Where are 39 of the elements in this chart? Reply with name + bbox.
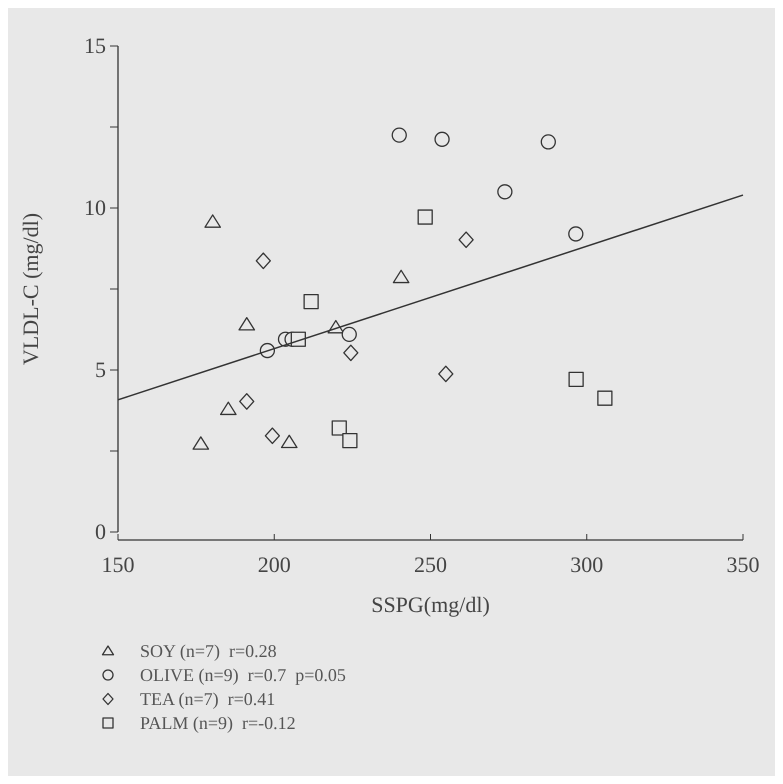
point [342,326,357,342]
point [568,372,584,388]
y-tick-label: 15 [84,33,106,58]
x-axis-title: SSPG(mg/dl) [371,592,490,617]
point [458,231,474,248]
y-tick-label: 5 [95,357,106,382]
point [540,134,556,150]
x-tick-label: 150 [102,552,134,577]
point [256,252,271,270]
x-tick-label: 250 [414,552,447,577]
point [434,132,450,147]
legend-label: SOY (n=7) r=0.28 [140,641,277,661]
point [303,294,319,310]
point [438,366,454,382]
point [342,432,358,448]
y-axis-title: VLDL-C (mg/dl) [18,212,43,366]
point [497,184,513,200]
x-tick-label: 300 [570,552,604,577]
x-tick-label: 350 [726,552,760,577]
point [418,209,433,225]
x-tick-label: 200 [258,552,291,577]
point [597,390,613,406]
point [220,402,237,416]
legend-label: PALM (n=9) r=-0.12 [140,713,296,733]
legend-label: OLIVE (n=9) r=0.7 p=0.05 [140,665,346,685]
point [343,344,358,362]
legend-label: TEA (n=7) r=0.41 [140,689,276,709]
point [568,226,584,242]
y-tick-label: 10 [84,195,106,220]
point [264,427,280,444]
point [238,316,256,331]
point [392,270,410,284]
point [392,127,407,143]
point [239,393,254,410]
point [192,436,210,450]
point [332,420,347,436]
point [204,214,222,228]
y-tick-label: 0 [95,519,106,544]
point [280,434,298,448]
